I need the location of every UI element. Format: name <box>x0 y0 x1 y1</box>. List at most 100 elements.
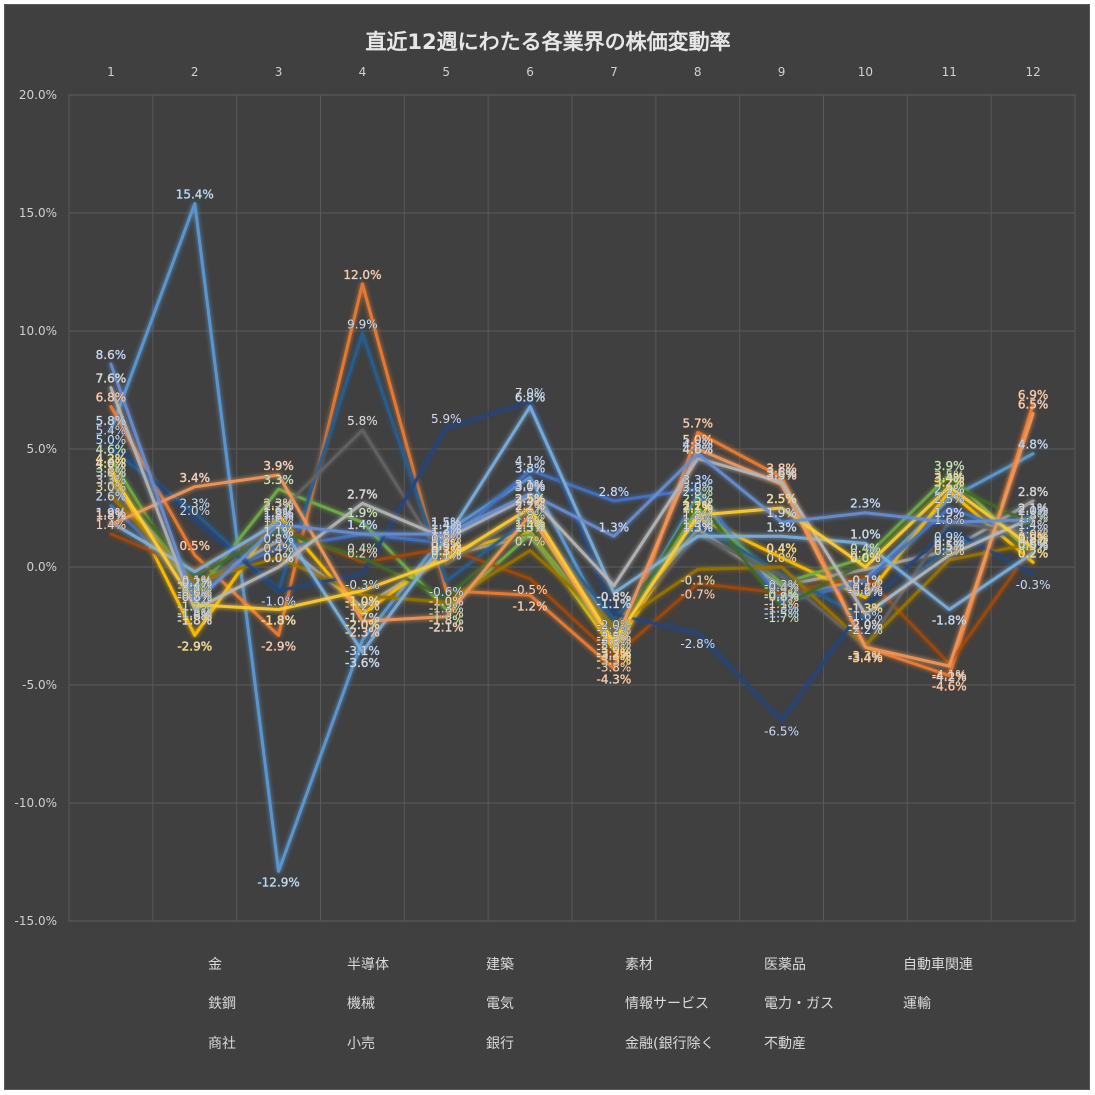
series-lines <box>109 202 1035 873</box>
x-tick-label: 2 <box>191 65 199 79</box>
x-tick-label: 6 <box>526 65 534 79</box>
data-label: -1.1% <box>597 597 632 611</box>
y-axis-ticks: 20.0% 15.0% 10.0% 5.0% 0.0% -5.0% -10.0% -15.0% <box>15 88 57 928</box>
data-label: 0.5% <box>431 539 462 553</box>
data-label: 5.0% <box>96 433 127 447</box>
x-tick-label: 9 <box>778 65 786 79</box>
data-label: 3.0% <box>96 480 127 494</box>
data-label: 1.4% <box>347 518 378 532</box>
data-label: 2.5% <box>934 492 965 506</box>
data-label: 3.4% <box>180 471 211 485</box>
data-label: 1.8% <box>96 509 127 523</box>
data-label: -1.3% <box>429 602 464 616</box>
legend-item: 医薬品 <box>731 957 806 973</box>
legend-item: 不動産 <box>731 1036 806 1052</box>
data-label: -1.7% <box>345 611 380 625</box>
data-label: 3.8% <box>515 461 546 475</box>
data-label: 2.9% <box>934 483 965 497</box>
x-tick-label: 3 <box>275 65 283 79</box>
data-label: -0.8% <box>177 590 212 604</box>
data-label: -0.3% <box>345 578 380 592</box>
legend-item: 運輸 <box>870 996 931 1012</box>
data-label: 5.8% <box>96 414 127 428</box>
data-label: 2.0% <box>180 504 211 518</box>
legend-label: 鉄鋼 <box>208 996 236 1012</box>
y-tick-label: -10.0% <box>15 796 57 810</box>
y-tick-label: 10.0% <box>19 324 57 338</box>
data-label: -1.5% <box>429 606 464 620</box>
data-label: -1.3% <box>764 602 799 616</box>
data-label: 0.3% <box>431 544 462 558</box>
data-label: 0.7% <box>515 534 546 548</box>
legend-item: 電力・ガス <box>731 996 834 1012</box>
data-label: -2.0% <box>345 618 380 632</box>
data-label: 0.5% <box>1018 539 1049 553</box>
data-label: -0.4% <box>177 580 212 594</box>
data-label: -0.7% <box>764 588 799 602</box>
data-label: 7.0% <box>515 386 546 400</box>
data-label: -2.2% <box>597 623 632 637</box>
data-label: -0.4% <box>764 580 799 594</box>
data-label: -0.1% <box>177 573 212 587</box>
data-label: 0.9% <box>1018 530 1049 544</box>
data-label: 0.8% <box>1018 532 1049 546</box>
data-label: 2.8% <box>599 485 630 499</box>
data-label: -1.5% <box>764 606 799 620</box>
data-label: 2.1% <box>683 501 714 515</box>
data-label: -2.2% <box>848 623 883 637</box>
data-label: -2.8% <box>597 637 632 651</box>
legend-item: 素材 <box>592 957 653 973</box>
series-line <box>109 386 1035 616</box>
series-line <box>109 428 1035 649</box>
data-label: 6.5% <box>1018 398 1049 412</box>
data-label: 0.5% <box>934 539 965 553</box>
x-tick-label: 11 <box>942 65 957 79</box>
data-label: 0.7% <box>934 534 965 548</box>
data-label: 3.5% <box>766 468 797 482</box>
data-label: -0.7% <box>177 588 212 602</box>
data-label: 0.6% <box>1018 537 1049 551</box>
data-label: 4.1% <box>515 454 546 468</box>
data-label: -0.1% <box>680 573 715 587</box>
data-label: 5.4% <box>96 424 127 438</box>
legend-label: 半導体 <box>347 957 389 973</box>
y-tick-label: -15.0% <box>15 914 57 928</box>
data-label: 5.9% <box>431 412 462 426</box>
legend-item: 小売 <box>314 1036 375 1052</box>
data-label: -2.6% <box>597 632 632 646</box>
data-label: -0.6% <box>848 585 883 599</box>
data-label: -0.3% <box>1016 578 1051 592</box>
data-label: 1.8% <box>515 509 546 523</box>
data-label: 0.4% <box>850 542 881 556</box>
data-label: -4.2% <box>932 670 967 684</box>
data-label: -3.0% <box>597 642 632 656</box>
data-label: 2.4% <box>515 494 546 508</box>
legend-item: 商社 <box>175 1036 236 1052</box>
data-label: -0.1% <box>848 573 883 587</box>
data-label: 2.1% <box>515 501 546 515</box>
x-tick-label: 7 <box>610 65 618 79</box>
data-label: 0.4% <box>347 542 378 556</box>
data-label: 4.6% <box>96 442 127 456</box>
data-label: 1.2% <box>431 523 462 537</box>
data-label: 1.0% <box>850 527 881 541</box>
data-label: 0.0% <box>850 551 881 565</box>
data-label: 2.2% <box>263 499 294 513</box>
data-label: 2.7% <box>347 487 378 501</box>
data-label: 1.5% <box>263 516 294 530</box>
data-label: -1.8% <box>261 613 296 627</box>
x-axis-ticks: 1 2 3 4 5 6 7 8 9 10 11 12 <box>107 65 1041 79</box>
data-label: 1.0% <box>1018 527 1049 541</box>
data-label: -3.4% <box>848 651 883 665</box>
data-label: 0.2% <box>850 546 881 560</box>
data-label: -1.0% <box>261 595 296 609</box>
data-label: 5.0% <box>683 433 714 447</box>
data-label: -2.0% <box>597 618 632 632</box>
legend-label: 電力・ガス <box>764 996 834 1012</box>
data-label: 1.0% <box>431 527 462 541</box>
data-label: 1.3% <box>515 520 546 534</box>
data-label: 2.2% <box>683 499 714 513</box>
legend-label: 情報サービス <box>625 996 709 1012</box>
data-label: -4.3% <box>597 672 632 686</box>
data-label: 6.8% <box>96 391 127 405</box>
